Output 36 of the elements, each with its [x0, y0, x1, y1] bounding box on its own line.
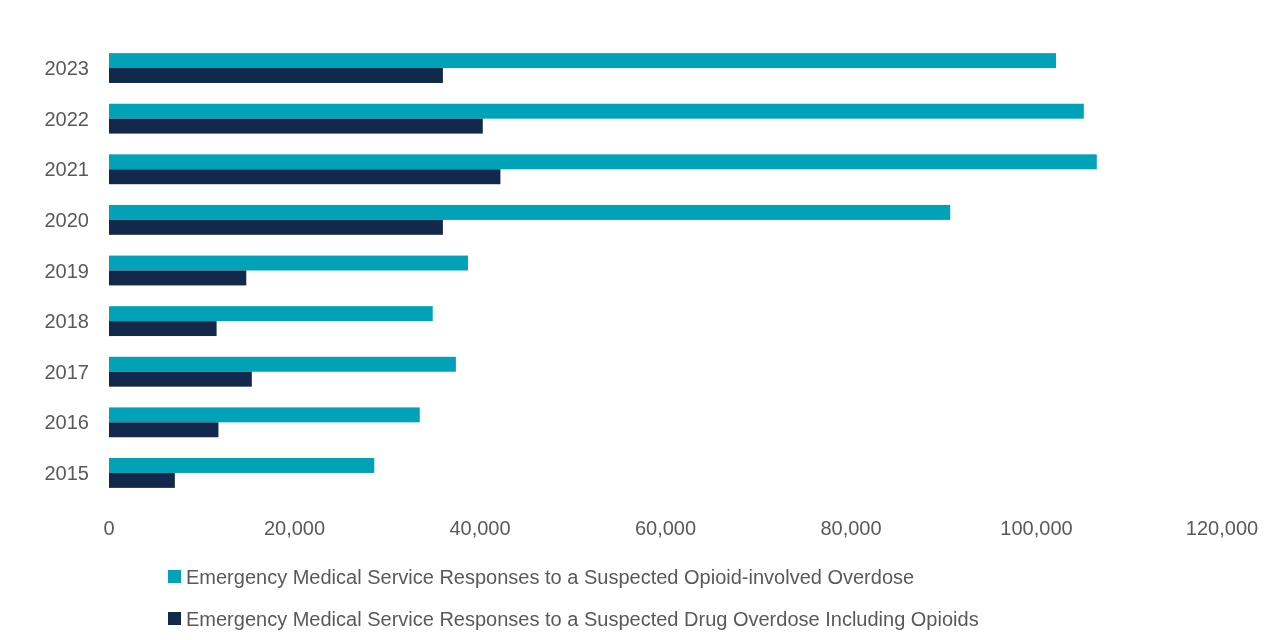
bar: [109, 356, 456, 372]
y-tick-label: 2020: [44, 208, 89, 231]
bar: [109, 458, 375, 473]
bar: [109, 371, 252, 387]
bar: [109, 219, 443, 235]
bar: [109, 53, 1056, 69]
bar: [109, 321, 217, 337]
y-tick-label: 2023: [44, 57, 89, 80]
x-tick-label: 120,000: [1185, 517, 1259, 539]
bar: [109, 407, 420, 423]
x-tick-label: 40,000: [449, 517, 511, 539]
legend-label: Emergency Medical Service Responses to a Suspected Opioid-involved Overdose: [186, 566, 915, 588]
y-tick-label: 2017: [44, 360, 89, 383]
bar: [109, 204, 951, 220]
bar: [109, 169, 501, 185]
bar: [109, 270, 247, 286]
y-tick-label: 2019: [44, 259, 89, 282]
legend-label: Emergency Medical Service Responses to a Suspected Drug Overdose Including Opioids: [186, 608, 979, 630]
x-tick-label: 60,000: [634, 517, 697, 539]
bar: [109, 154, 1097, 170]
y-tick-label: 2021: [44, 158, 89, 181]
y-tick-label: 2022: [44, 107, 89, 130]
x-tick-label: 100,000: [1000, 517, 1073, 539]
bar: [109, 472, 175, 488]
bar: [109, 306, 433, 322]
bar: [109, 118, 483, 134]
bar: [109, 422, 219, 438]
y-tick-label: 2016: [44, 411, 89, 434]
y-tick-label: 2015: [44, 461, 89, 484]
x-tick-label: 20,000: [263, 517, 326, 539]
bar: [109, 103, 1084, 119]
bar: [109, 255, 468, 271]
x-tick-label: 80,000: [820, 517, 882, 539]
bar: [109, 68, 443, 83]
y-tick-label: 2018: [44, 310, 89, 333]
x-tick-label: 0: [103, 517, 115, 539]
